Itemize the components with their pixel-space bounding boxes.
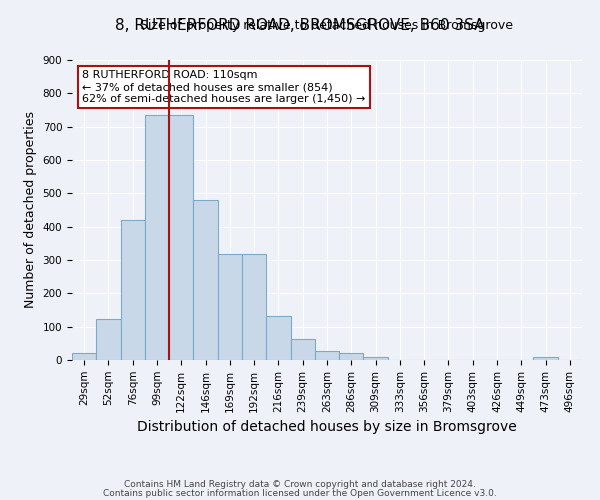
Bar (290, 339, 315, 360)
Text: Contains public sector information licensed under the Open Government Licence v3: Contains public sector information licen… (103, 488, 497, 498)
Bar (339, 354, 364, 360)
Text: 8 RUTHERFORD ROAD: 110sqm
← 37% of detached houses are smaller (854)
62% of semi: 8 RUTHERFORD ROAD: 110sqm ← 37% of detac… (82, 70, 365, 104)
X-axis label: Distribution of detached houses by size in Bromsgrove: Distribution of detached houses by size … (137, 420, 517, 434)
Y-axis label: Number of detached properties: Number of detached properties (24, 112, 37, 308)
Bar (96, 320, 121, 360)
Bar (364, 356, 388, 360)
Bar (315, 350, 339, 360)
Bar (193, 200, 218, 360)
Bar (72, 354, 96, 360)
Bar (242, 254, 266, 360)
Bar (218, 254, 242, 360)
Bar (266, 316, 290, 360)
Bar (121, 220, 145, 360)
Bar (533, 358, 558, 360)
Text: Contains HM Land Registry data © Crown copyright and database right 2024.: Contains HM Land Registry data © Crown c… (124, 480, 476, 489)
Bar (145, 115, 169, 360)
Title: Size of property relative to detached houses in Bromsgrove: Size of property relative to detached ho… (140, 20, 514, 32)
Bar (169, 115, 193, 360)
Text: 8, RUTHERFORD ROAD, BROMSGROVE, B60 3SA: 8, RUTHERFORD ROAD, BROMSGROVE, B60 3SA (115, 18, 485, 32)
